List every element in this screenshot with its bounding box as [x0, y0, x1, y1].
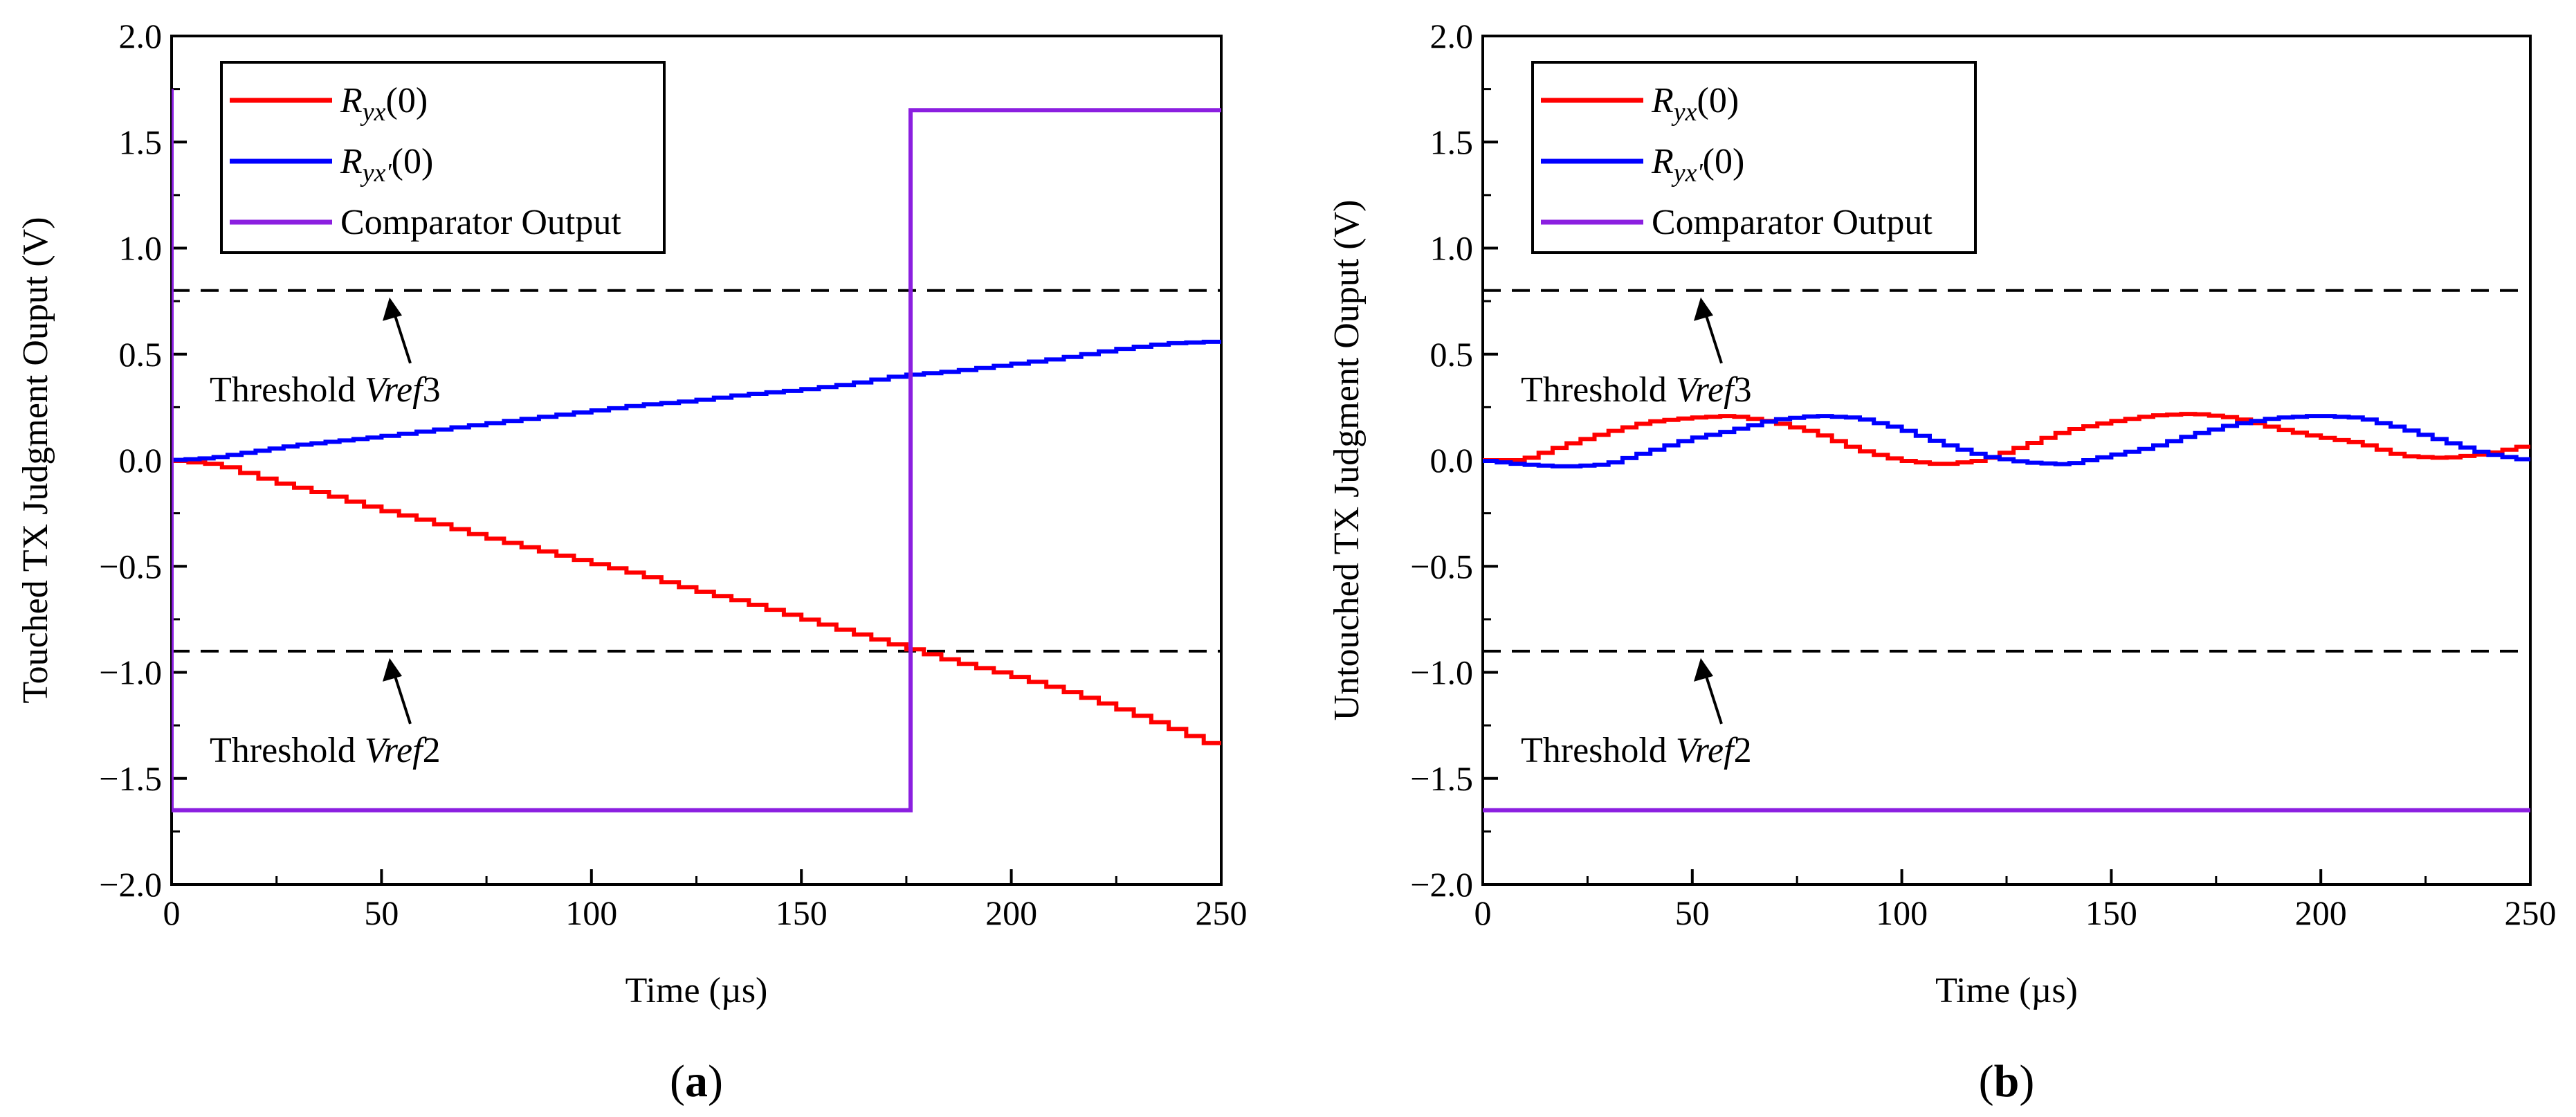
- legend-entry-label: Comparator Output: [340, 203, 621, 242]
- panel-label: (b): [1979, 1056, 2035, 1107]
- y-tick-label: −1.5: [1410, 759, 1473, 798]
- threshold-arrow-head: [383, 657, 402, 682]
- panel-label-close: ): [2019, 1056, 2034, 1107]
- threshold-label-name-index: 3: [1734, 370, 1752, 410]
- threshold-label: Threshold Vref3: [210, 370, 441, 410]
- x-axis-title: Time (µs): [625, 971, 768, 1010]
- legend-entry-tail: (0): [392, 142, 434, 181]
- threshold-arrow-head: [1694, 297, 1713, 321]
- threshold-label-name-text: Vref: [365, 370, 427, 410]
- panel-label-close: ): [708, 1056, 723, 1107]
- threshold-label: Threshold Vref3: [1521, 370, 1752, 410]
- legend-entry: Ryx'(0): [340, 142, 433, 188]
- legend-entry-base: R: [340, 142, 363, 181]
- panel-label: (a): [670, 1056, 723, 1107]
- threshold-label-name-index: 2: [423, 731, 441, 770]
- x-tick-label: 250: [1196, 893, 1248, 932]
- legend-entry-base: R: [1651, 81, 1674, 120]
- threshold-label-name: Vref2: [1676, 731, 1752, 770]
- series-line-ryx-prime: [172, 339, 1221, 462]
- y-tick-label: −1.5: [99, 759, 162, 798]
- y-tick-label: 0.0: [1430, 441, 1474, 480]
- threshold-label-name-text: Vref: [1676, 731, 1738, 770]
- plot-area: [1483, 289, 2530, 812]
- y-axis-title: Untouched TX Judgment Ouput (V): [1327, 200, 1367, 721]
- legend-entry-tail: (0): [1703, 142, 1745, 181]
- x-tick-label: 100: [1876, 893, 1928, 932]
- threshold-label-name: Vref3: [1676, 370, 1752, 410]
- threshold-label: Threshold Vref2: [1521, 731, 1752, 770]
- threshold-arrow-head: [1694, 657, 1713, 682]
- x-tick-label: 150: [2085, 893, 2137, 932]
- series-line-ryx-prime: [1483, 414, 2530, 469]
- y-tick-label: 0.5: [119, 335, 163, 374]
- threshold-label-name: Vref3: [365, 370, 441, 410]
- y-tick-label: 1.5: [1430, 122, 1474, 161]
- threshold-label-prefix: Threshold: [210, 370, 365, 410]
- threshold-label-name-text: Vref: [1676, 370, 1738, 410]
- legend-entry-base: R: [1651, 142, 1674, 181]
- x-tick-label: 250: [2505, 893, 2557, 932]
- legend-entry: Ryx'(0): [1651, 142, 1744, 188]
- panel-a: 0 50 100 150 200 250 −2.0 −1.5 −1.0 −0.5 0.0 0.5 1.0…: [16, 17, 1248, 1107]
- legend-entry-tail: (0): [1697, 81, 1739, 120]
- series-line-ryx: [1483, 412, 2530, 466]
- x-tick-label: 50: [364, 893, 399, 932]
- x-tick-label: 0: [163, 893, 181, 932]
- legend-entry: Ryx(0): [1651, 81, 1739, 127]
- threshold-label-prefix: Threshold: [1521, 370, 1676, 410]
- legend-entry-base: R: [340, 81, 363, 120]
- threshold-label-prefix: Threshold: [210, 731, 365, 770]
- x-tick-label: 0: [1474, 893, 1492, 932]
- y-tick-label: −0.5: [1410, 547, 1473, 585]
- y-tick-label: −1.0: [99, 653, 162, 692]
- threshold-arrow-head: [383, 297, 402, 321]
- x-tick-label: 50: [1675, 893, 1710, 932]
- threshold-label: Threshold Vref2: [210, 731, 441, 770]
- legend-entry-sub: yx: [360, 98, 386, 127]
- y-axis-title: Touched TX Judgment Ouput (V): [16, 217, 55, 703]
- x-tick-label: 200: [985, 893, 1037, 932]
- legend-entry-sub: yx': [1671, 158, 1703, 188]
- series-line-ryx: [172, 459, 1221, 745]
- panel-label-letter: a: [685, 1056, 708, 1107]
- y-tick-label: 1.0: [1430, 229, 1474, 268]
- y-tick-label: −0.5: [99, 547, 162, 585]
- y-tick-label: 0.0: [119, 441, 163, 480]
- threshold-label-name: Vref2: [365, 731, 441, 770]
- threshold-label-name-text: Vref: [365, 731, 427, 770]
- plot-area: [172, 89, 1221, 812]
- legend-entry-sub: yx: [1671, 98, 1697, 127]
- y-tick-label: 1.0: [119, 229, 163, 268]
- y-tick-label: 2.0: [119, 17, 163, 55]
- panel-label-open: (: [1979, 1056, 1994, 1107]
- x-tick-label: 100: [565, 893, 617, 932]
- y-tick-label: 1.5: [119, 122, 163, 161]
- x-axis-title: Time (µs): [1935, 971, 2078, 1010]
- threshold-label-name-index: 2: [1734, 731, 1752, 770]
- threshold-label-name-index: 3: [423, 370, 441, 410]
- y-tick-label: −2.0: [1410, 865, 1473, 904]
- y-tick-label: −2.0: [99, 865, 162, 904]
- legend-entry-sub: yx': [360, 158, 392, 188]
- x-tick-label: 200: [2295, 893, 2347, 932]
- y-tick-label: 0.5: [1430, 335, 1474, 374]
- panel-label-open: (: [670, 1056, 685, 1107]
- x-tick-label: 150: [776, 893, 828, 932]
- series-line-comparator-output: [172, 89, 1221, 812]
- legend-entry-label: Comparator Output: [1652, 203, 1933, 242]
- y-tick-label: 2.0: [1430, 17, 1474, 55]
- legend-entry: Comparator Output: [1652, 203, 1933, 242]
- legend-entry-tail: (0): [386, 81, 428, 120]
- panel-label-letter: b: [1994, 1056, 2020, 1107]
- legend-entry: Comparator Output: [340, 203, 621, 242]
- panel-b: 0 50 100 150 200 250 −2.0 −1.5 −1.0 −0.5 0.0 0.5 1.0…: [1327, 17, 2557, 1107]
- legend-entry: Ryx(0): [340, 81, 428, 127]
- y-tick-label: −1.0: [1410, 653, 1473, 692]
- threshold-label-prefix: Threshold: [1521, 731, 1676, 770]
